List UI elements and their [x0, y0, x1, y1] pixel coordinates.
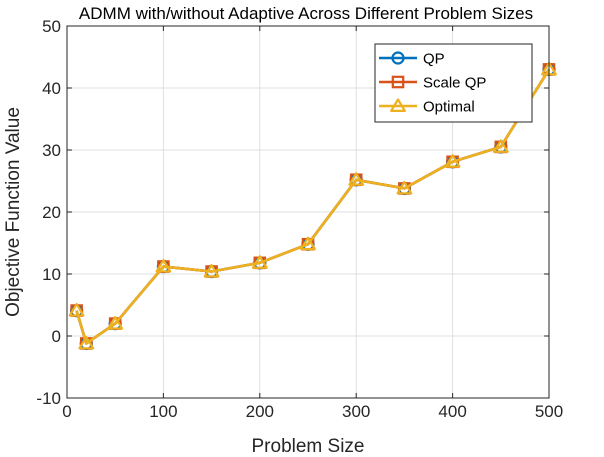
- legend-item-scale-qp: Scale QP: [379, 75, 486, 92]
- y-tick-label: 50: [42, 17, 61, 36]
- data-point-triangle: [68, 302, 85, 317]
- data-point-triangle: [444, 154, 461, 168]
- axes-border: [66, 25, 550, 399]
- data-point-triangle: [78, 335, 95, 350]
- y-axis-label: Objective Function Value: [3, 107, 24, 317]
- data-point-triangle: [203, 263, 220, 278]
- y-tick-label: 20: [42, 203, 61, 222]
- legend: QP Scale QP Optimal: [374, 43, 533, 123]
- legend-item-qp: QP: [379, 51, 445, 68]
- legend-label: QP: [423, 51, 445, 68]
- axes-frame: [66, 25, 550, 399]
- y-axis-ticks: -10 0 10 20 30 40 50: [36, 17, 549, 408]
- x-tick-label: 0: [62, 402, 71, 421]
- data-point-circle: [391, 51, 405, 65]
- legend-label: Scale QP: [423, 75, 486, 92]
- chart-title: ADMM with/without Adaptive Across Differ…: [79, 4, 533, 23]
- x-tick-label: 300: [342, 402, 370, 421]
- data-point-triangle: [396, 180, 413, 195]
- y-tick-label: 30: [42, 141, 61, 160]
- legend-item-optimal: Optimal: [379, 98, 475, 116]
- legend-label: Optimal: [423, 99, 475, 116]
- x-tick-label: 500: [535, 402, 563, 421]
- y-tick-label: 40: [42, 79, 61, 98]
- series-lines: [68, 61, 557, 351]
- series-optimal: [68, 61, 557, 350]
- data-point-triangle: [348, 172, 365, 186]
- y-tick-label: -10: [36, 389, 61, 408]
- y-tick-label: 0: [52, 327, 61, 346]
- data-point-triangle: [155, 258, 172, 273]
- x-tick-label: 400: [438, 402, 466, 421]
- y-tick-label: 10: [42, 265, 61, 284]
- data-point-triangle: [107, 316, 124, 330]
- x-tick-label: 200: [246, 402, 274, 421]
- data-point-triangle: [300, 236, 316, 251]
- data-point-square: [391, 75, 405, 89]
- x-axis-label: Problem Size: [252, 436, 365, 457]
- data-point-triangle: [390, 98, 406, 112]
- data-point-triangle: [251, 255, 268, 269]
- x-tick-label: 100: [149, 402, 177, 421]
- x-axis-ticks: 0 100 200 300 400 500: [62, 26, 563, 421]
- grid-lines: [66, 25, 550, 399]
- data-point-triangle: [492, 139, 509, 153]
